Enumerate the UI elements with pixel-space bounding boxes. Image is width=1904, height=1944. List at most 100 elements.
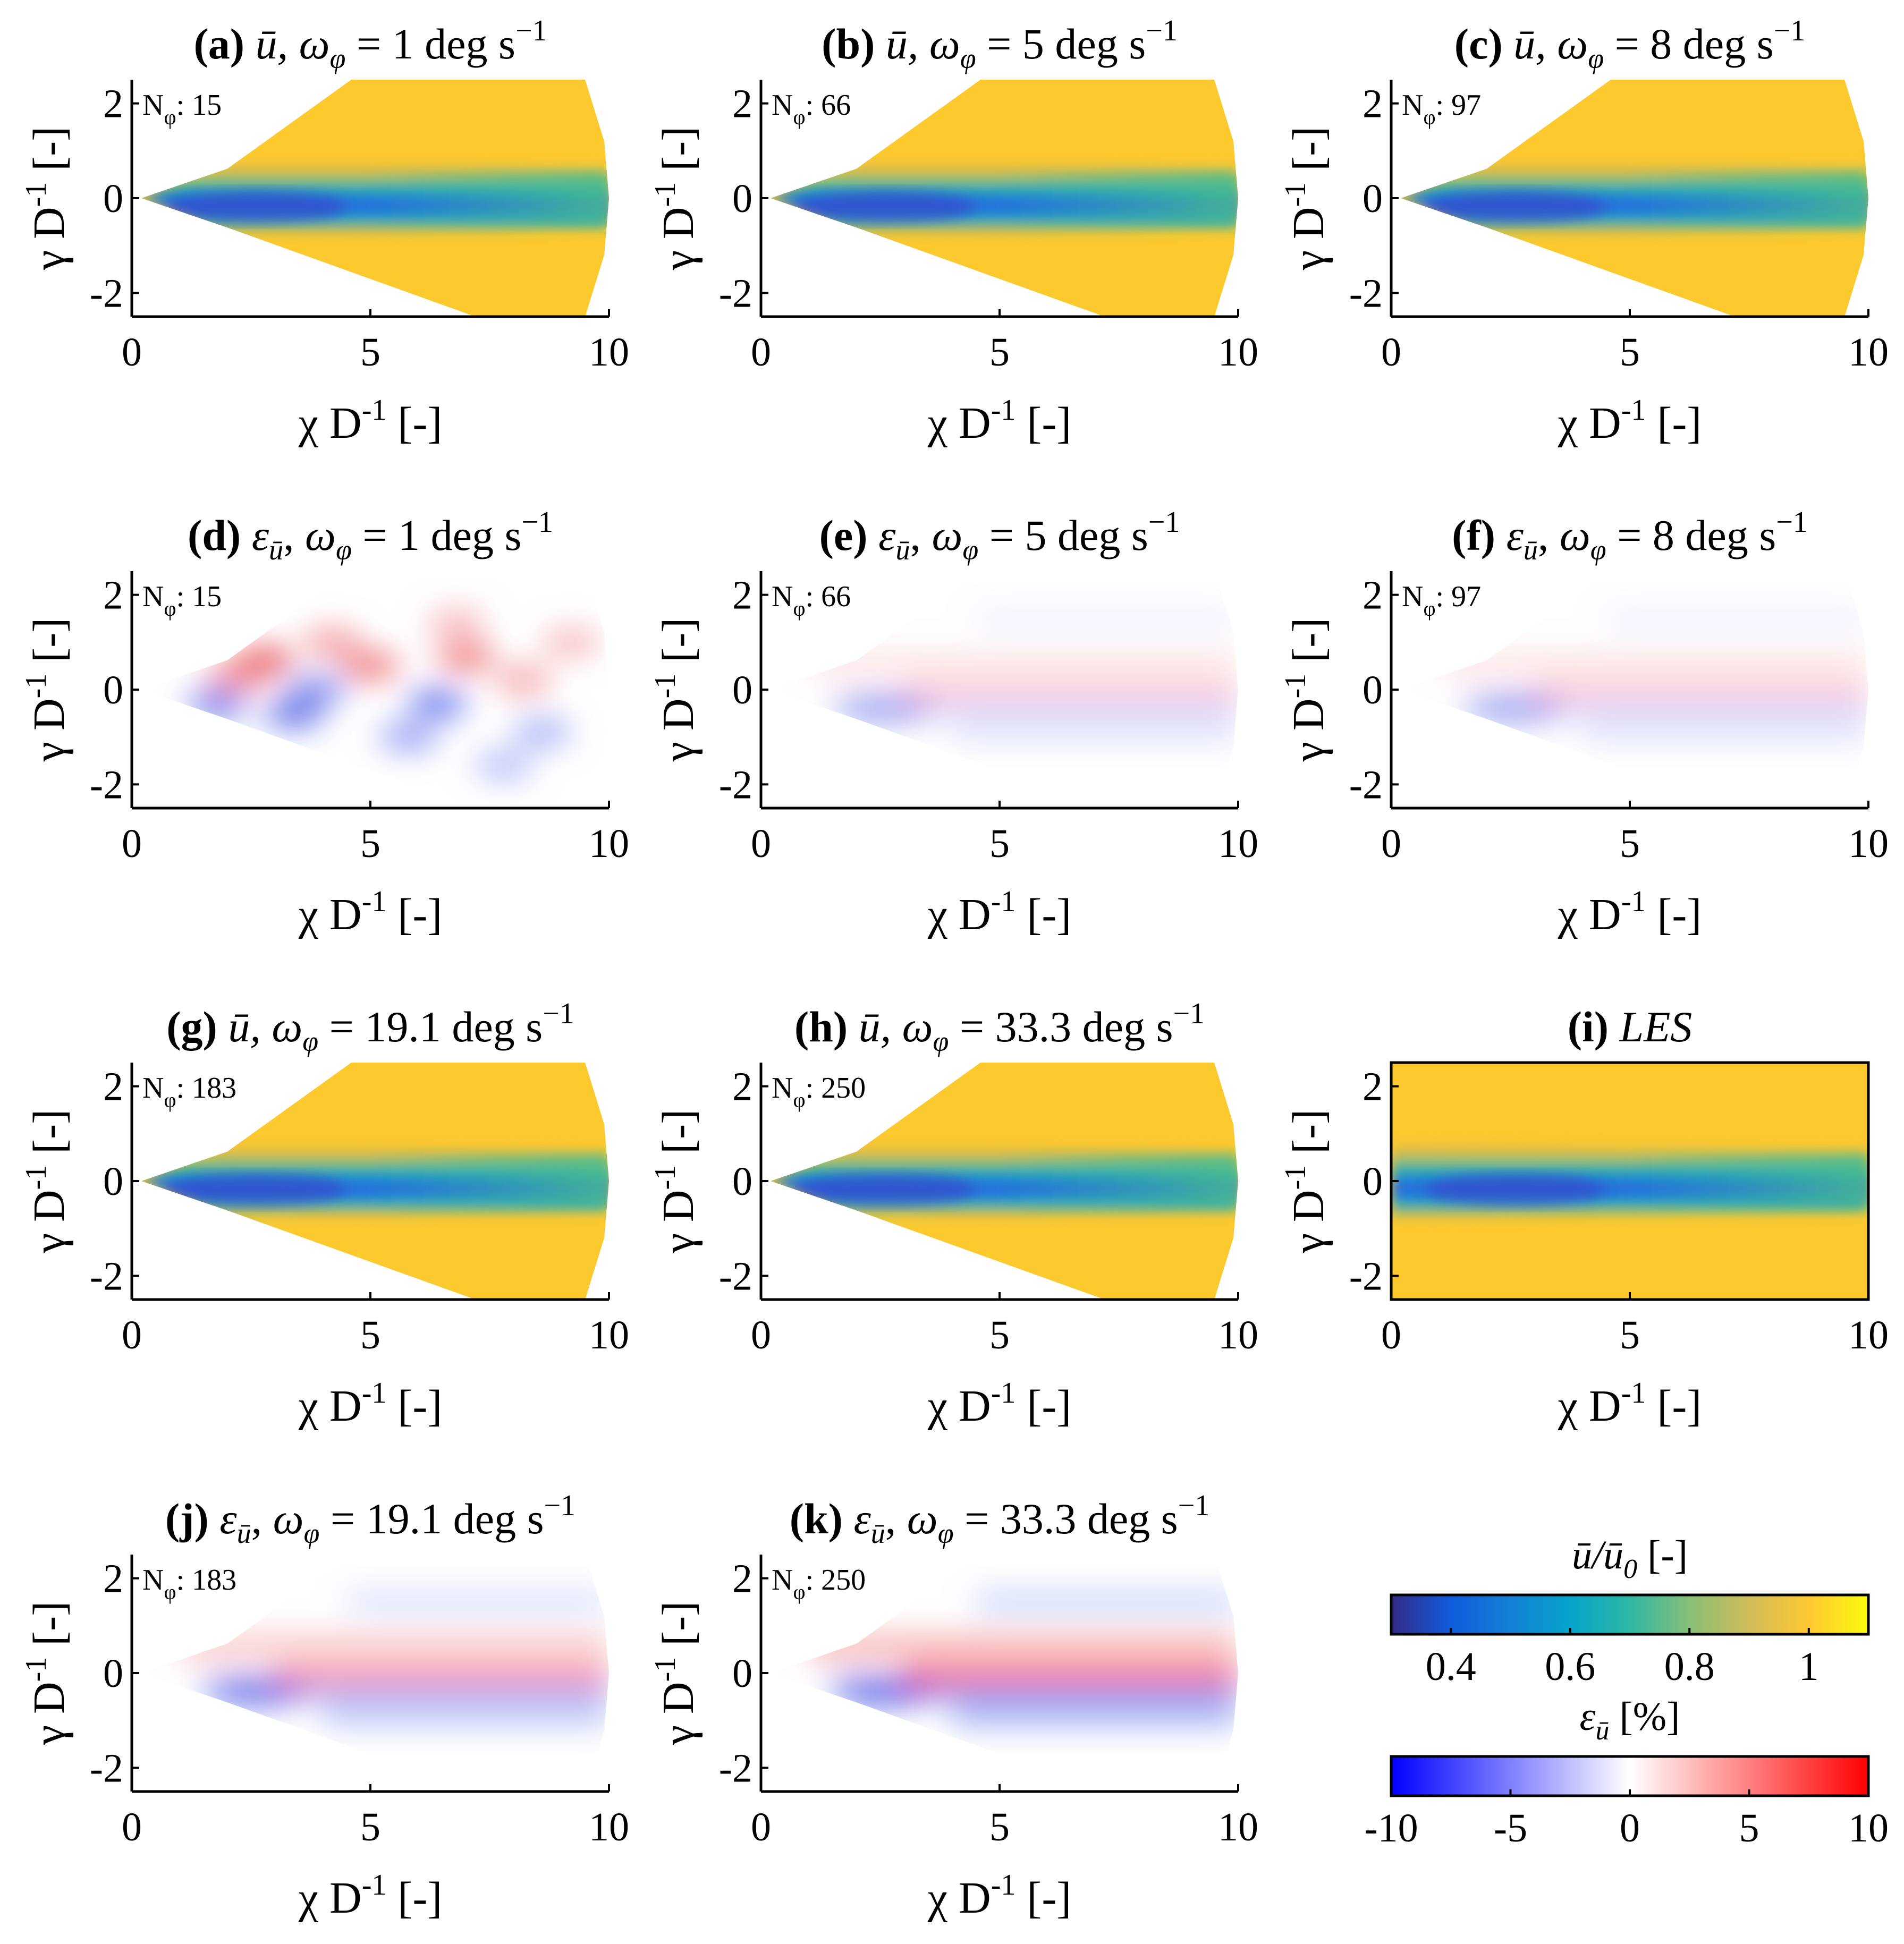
y-tick-label: 2: [732, 1557, 752, 1601]
y-tick-label: -2: [1349, 762, 1383, 807]
panel-c: 0 5 10 2 0 -2 χ D-1 [-] γ D-1 [-] Nφ: 97 (c) ū, ω…: [1279, 14, 1889, 448]
x-tick-label: 5: [360, 330, 380, 375]
x-tick-label: 0: [122, 330, 142, 375]
x-axis-label: χ D-1 [-]: [298, 394, 443, 448]
panel-h: 0 5 10 2 0 -2 χ D-1 [-] γ D-1 [-] Nφ: 250 (h) ū, …: [649, 997, 1258, 1431]
wake-recovery-tint: [1630, 172, 1868, 225]
x-tick-label: 5: [360, 821, 380, 866]
x-tick-label: 5: [989, 1805, 1010, 1849]
y-tick-label: -2: [719, 762, 752, 807]
y-axis-label: γ D-1 [-]: [1279, 618, 1333, 762]
error-streaks: [1438, 610, 1868, 742]
panel-i: 0 5 10 2 0 -2 χ D-1 [-] γ D-1 [-] (i) LES: [1279, 1003, 1889, 1431]
panel-title: (e) εū, ωφ = 5 deg s−1: [819, 506, 1180, 566]
error-streaks: [188, 612, 600, 777]
panel-d: 0 5 10 2 0 -2 χ D-1 [-] γ D-1 [-] Nφ: 15 (d) εū, …: [20, 506, 629, 939]
colorbar-gradient: [1390, 1755, 1870, 1797]
x-tick-label: 10: [1218, 1313, 1258, 1357]
x-axis-label: χ D-1 [-]: [1558, 885, 1702, 939]
sample-count-label: Nφ: 66: [772, 89, 851, 129]
panel-a: 0 5 10 2 0 -2 χ D-1 [-] γ D-1 [-] Nφ: 15 (a) ū, ω…: [20, 14, 629, 448]
x-tick-label: 5: [1620, 330, 1640, 375]
panel-b: 0 5 10 2 0 -2 χ D-1 [-] γ D-1 [-] Nφ: 66 (b) ū, ω…: [649, 14, 1258, 448]
y-tick-label: 0: [103, 176, 123, 221]
y-tick-label: 2: [103, 1557, 123, 1601]
colorbar-tick-label: 0.4: [1426, 1644, 1476, 1689]
contour-field-i: [1391, 1063, 1868, 1300]
wake-core: [165, 191, 346, 223]
sample-count-label: Nφ: 97: [1402, 580, 1481, 621]
colorbar-tick-label: -5: [1494, 1806, 1527, 1850]
x-tick-label: 10: [589, 1313, 629, 1357]
y-axis-label: γ D-1 [-]: [649, 618, 703, 762]
colorbar-tick-label: 1: [1799, 1644, 1819, 1689]
colorbar-tick-label: 0: [1620, 1806, 1640, 1850]
y-tick-label: 2: [1363, 573, 1383, 618]
sample-count-label: Nφ: 15: [142, 580, 222, 621]
y-tick-label: 2: [103, 573, 123, 618]
y-tick-label: 0: [103, 1651, 123, 1696]
x-tick-label: 10: [1218, 1805, 1258, 1849]
y-tick-label: -2: [719, 1254, 752, 1298]
y-axis-label: γ D-1 [-]: [20, 618, 74, 762]
y-axis-label: γ D-1 [-]: [20, 126, 74, 270]
panel-title: (g) ū, ωφ = 19.1 deg s−1: [166, 997, 574, 1057]
sample-count-label: Nφ: 66: [772, 580, 851, 621]
y-tick-label: 2: [103, 1065, 123, 1109]
x-axis-label: χ D-1 [-]: [1558, 1377, 1702, 1431]
y-tick-label: 0: [1363, 668, 1383, 712]
panel-f: 0 5 10 2 0 -2 χ D-1 [-] γ D-1 [-] Nφ: 97 (f) εū, …: [1279, 506, 1889, 939]
y-tick-label: -2: [90, 1746, 123, 1790]
error-streaks: [808, 610, 1238, 742]
y-tick-label: -2: [1349, 1254, 1383, 1298]
x-tick-label: 0: [122, 821, 142, 866]
y-tick-label: 2: [103, 82, 123, 126]
colorbar-label: ū/ū0 [-]: [1572, 1533, 1688, 1584]
colorbar-velocity: 0.4 0.6 0.8 1 ū/ū0 [-]: [1390, 1533, 1870, 1689]
y-tick-label: 2: [732, 1065, 752, 1109]
x-tick-label: 5: [1620, 821, 1640, 866]
colorbar-error: -10 -5 0 5 10 εū [%]: [1364, 1694, 1889, 1850]
colorbar-tick-label: 10: [1848, 1806, 1889, 1850]
x-tick-label: 10: [1848, 1313, 1889, 1357]
y-tick-label: 2: [732, 82, 752, 126]
y-tick-label: -2: [90, 1254, 123, 1298]
x-tick-label: 5: [360, 1805, 380, 1849]
y-axis-label: γ D-1 [-]: [20, 1601, 74, 1745]
y-tick-label: 0: [103, 668, 123, 712]
x-tick-label: 10: [1848, 821, 1889, 866]
x-tick-label: 0: [122, 1805, 142, 1849]
colorbar-label: εū [%]: [1580, 1694, 1680, 1746]
y-tick-label: 0: [1363, 176, 1383, 221]
x-axis-label: χ D-1 [-]: [1558, 394, 1702, 448]
x-tick-label: 5: [989, 1313, 1010, 1357]
colorbar-tick-label: -10: [1364, 1806, 1418, 1850]
panel-title: (k) εū, ωφ = 33.3 deg s−1: [790, 1489, 1209, 1549]
y-axis-label: γ D-1 [-]: [649, 1601, 703, 1745]
wake-recovery-tint: [1630, 1154, 1868, 1208]
y-tick-label: -2: [90, 271, 123, 316]
panel-title: (f) εū, ωφ = 8 deg s−1: [1452, 506, 1808, 566]
y-tick-label: 0: [732, 668, 752, 712]
panel-title: (i) LES: [1568, 1003, 1693, 1051]
x-tick-label: 0: [751, 1805, 771, 1849]
y-tick-label: 2: [732, 573, 752, 618]
panel-k: 0 5 10 2 0 -2 χ D-1 [-] γ D-1 [-] Nφ: 250 (k) εū,…: [649, 1489, 1258, 1923]
colorbar-tick-label: 0.8: [1664, 1644, 1715, 1689]
panel-g: 0 5 10 2 0 -2 χ D-1 [-] γ D-1 [-] Nφ: 183 (g) ū, …: [20, 997, 629, 1431]
y-tick-label: -2: [90, 762, 123, 807]
y-axis-label: γ D-1 [-]: [1279, 126, 1333, 270]
panel-j: 0 5 10 2 0 -2 χ D-1 [-] γ D-1 [-] Nφ: 183 (j) εū,…: [20, 1489, 629, 1923]
x-tick-label: 5: [989, 821, 1010, 866]
sample-count-label: Nφ: 183: [142, 1072, 236, 1112]
panel-title: (h) ū, ωφ = 33.3 deg s−1: [794, 997, 1205, 1057]
x-axis-label: χ D-1 [-]: [298, 1869, 443, 1923]
y-tick-label: 0: [1363, 1159, 1383, 1204]
panel-e: 0 5 10 2 0 -2 χ D-1 [-] γ D-1 [-] Nφ: 66 (e) εū, …: [649, 506, 1258, 939]
y-axis-label: γ D-1 [-]: [20, 1109, 74, 1253]
x-tick-label: 0: [122, 1313, 142, 1357]
colorbar-tick-label: 0.6: [1545, 1644, 1595, 1689]
y-axis-label: γ D-1 [-]: [649, 126, 703, 270]
colorbar-area: 0.4 0.6 0.8 1 ū/ū0 [-] -10 -5 0 5 10 εū [%]: [1364, 1533, 1889, 1850]
